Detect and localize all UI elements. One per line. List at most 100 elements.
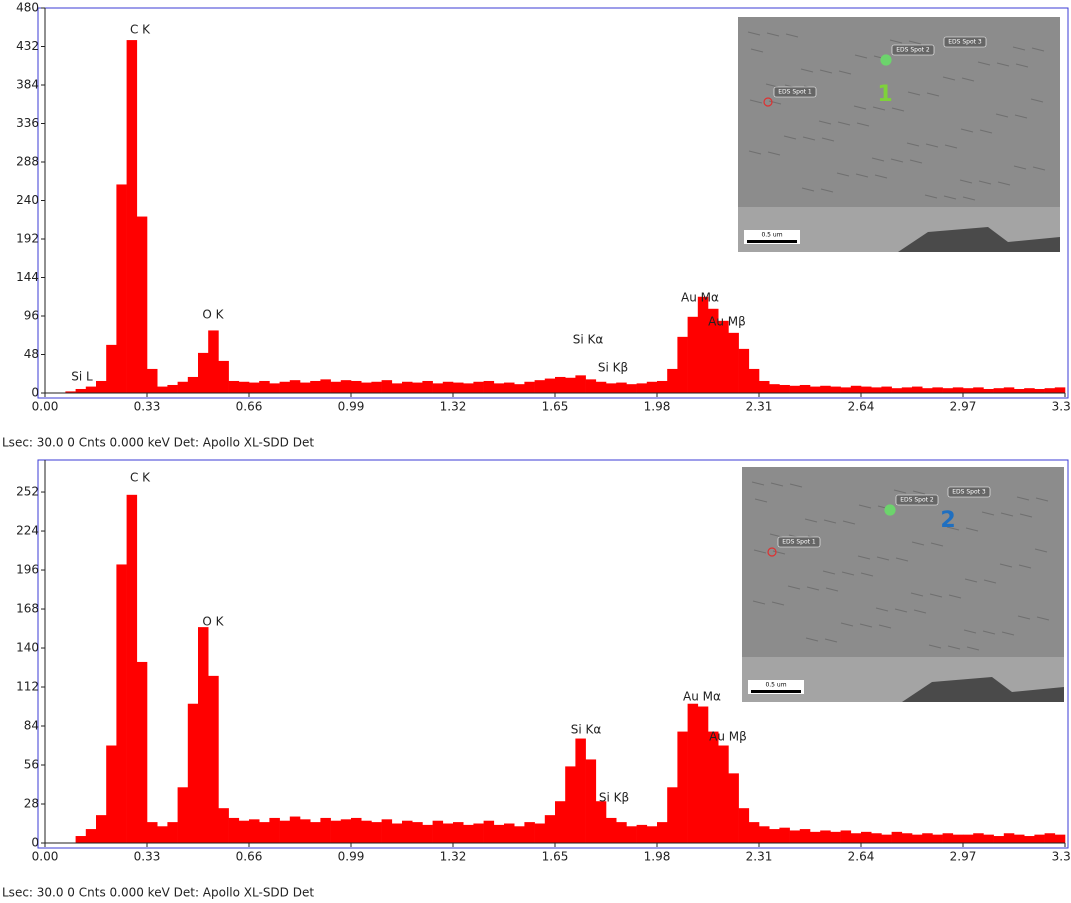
bar xyxy=(177,787,189,843)
spot-tag xyxy=(895,494,939,506)
sem-texture xyxy=(893,489,907,494)
bar xyxy=(850,833,862,843)
sem-texture xyxy=(855,173,869,178)
bar xyxy=(952,387,964,393)
sem-texture xyxy=(960,128,974,133)
sem-texture xyxy=(823,519,837,524)
bar xyxy=(606,817,617,843)
x-tick-label: 0.00 xyxy=(32,400,59,414)
spot-number: 2 xyxy=(940,508,955,533)
spot-label: EDS Spot 1 xyxy=(778,89,812,96)
sem-texture xyxy=(825,587,839,592)
sem-texture xyxy=(913,609,927,614)
bar xyxy=(779,827,790,843)
bar xyxy=(1014,834,1025,843)
sem-texture xyxy=(942,76,956,81)
sem-texture xyxy=(948,594,962,599)
bar xyxy=(504,823,515,843)
bar xyxy=(381,819,393,843)
bar xyxy=(249,819,260,843)
sem-texture xyxy=(769,533,783,538)
x-tick-label: 2.31 xyxy=(746,850,773,864)
bar xyxy=(269,383,280,393)
peak-label: Si Kβ xyxy=(599,791,629,805)
bar xyxy=(575,738,586,843)
sem-texture xyxy=(1015,63,1029,68)
sem-texture xyxy=(1017,615,1031,620)
bar xyxy=(901,387,913,393)
bar xyxy=(850,385,862,393)
bar xyxy=(126,40,138,393)
sem-texture xyxy=(767,151,781,156)
sem-texture xyxy=(878,624,892,629)
bar xyxy=(432,383,444,393)
bar xyxy=(728,773,739,843)
bar xyxy=(616,822,627,843)
y-tick-label: 240 xyxy=(16,193,39,207)
bar xyxy=(330,820,342,843)
bar xyxy=(504,382,515,393)
bar xyxy=(789,385,801,393)
x-tick-label: 1.65 xyxy=(542,400,569,414)
bar xyxy=(514,826,525,843)
sem-texture xyxy=(785,33,799,38)
peak-label: Au Mβ xyxy=(708,315,746,329)
x-tick-label: 1.32 xyxy=(440,400,467,414)
bar xyxy=(412,822,423,843)
sem-texture xyxy=(926,92,940,97)
bar xyxy=(106,344,117,393)
y-tick-label: 84 xyxy=(24,719,39,733)
x-tick-label: 2.64 xyxy=(848,400,875,414)
x-tick-label: 1.65 xyxy=(542,850,569,864)
y-tick-label: 252 xyxy=(16,485,39,499)
sem-texture xyxy=(820,188,834,193)
sem-texture xyxy=(963,629,977,634)
sem-texture xyxy=(854,54,868,59)
sem-texture xyxy=(837,121,851,126)
bar xyxy=(912,386,923,393)
bar xyxy=(555,801,566,843)
bar xyxy=(157,386,168,393)
bar xyxy=(96,380,107,393)
bar xyxy=(759,826,770,843)
bar xyxy=(565,377,576,393)
y-tick-label: 28 xyxy=(24,797,39,811)
bar xyxy=(289,816,301,843)
sem-texture xyxy=(841,571,855,576)
y-tick-label: 168 xyxy=(16,602,39,616)
bar xyxy=(442,381,454,393)
bar xyxy=(238,820,250,843)
bar xyxy=(963,834,974,843)
bar xyxy=(218,360,229,393)
bar xyxy=(871,833,882,843)
bar xyxy=(993,388,1005,393)
bar xyxy=(473,823,484,843)
bar xyxy=(810,831,821,843)
sem-texture xyxy=(895,557,909,562)
sem-texture xyxy=(979,129,993,134)
x-tick-label: 0.66 xyxy=(236,850,263,864)
x-tick-label: 2.97 xyxy=(950,400,977,414)
y-tick-label: 288 xyxy=(16,155,39,169)
bar xyxy=(177,381,189,393)
bar xyxy=(259,822,270,843)
x-tick-label: 0.66 xyxy=(236,400,263,414)
bar xyxy=(402,381,413,393)
sem-texture xyxy=(789,483,803,488)
bar xyxy=(585,759,597,843)
bar xyxy=(126,494,138,843)
sem-texture xyxy=(1019,513,1033,518)
sem-texture xyxy=(996,62,1010,67)
y-tick-label: 480 xyxy=(16,1,39,15)
spot-tag xyxy=(773,86,817,98)
spot-label: EDS Spot 2 xyxy=(896,47,930,54)
bar xyxy=(595,381,607,393)
x-tick-label: 0.99 xyxy=(338,400,365,414)
y-tick-label: 224 xyxy=(16,524,39,538)
sem-texture xyxy=(751,481,765,486)
sem-texture xyxy=(909,159,923,164)
bar xyxy=(646,826,658,843)
bar xyxy=(391,383,403,393)
spot-marker xyxy=(884,504,896,516)
status-footer: Lsec: 30.0 0 Cnts 0.000 keV Det: Apollo … xyxy=(2,436,314,450)
